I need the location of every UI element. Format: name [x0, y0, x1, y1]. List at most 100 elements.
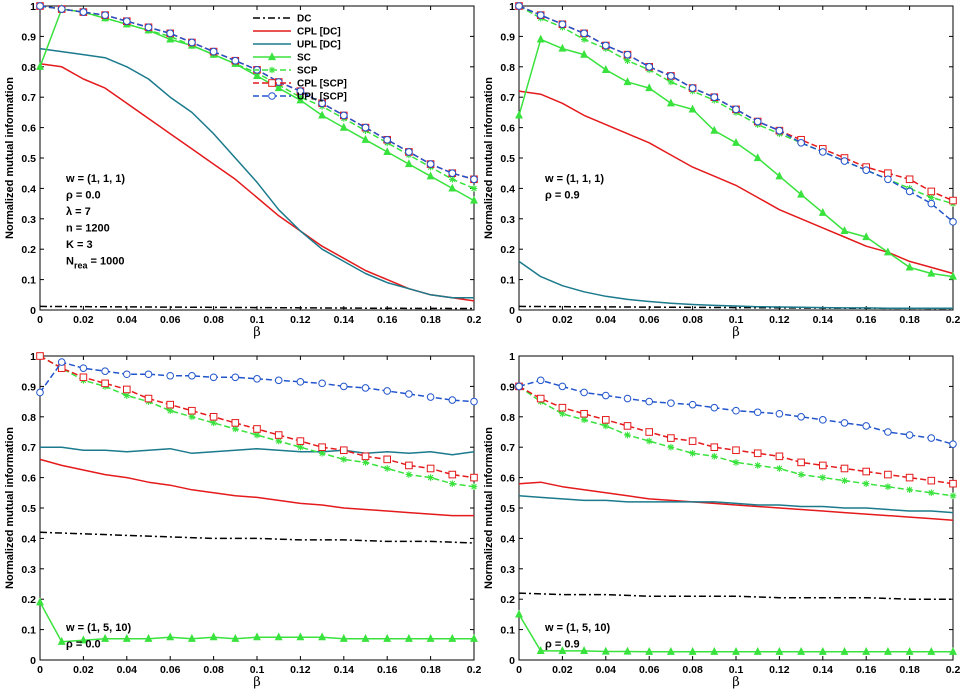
legend-item: UPL [DC]	[253, 40, 341, 51]
data-point	[558, 382, 567, 391]
series-cpl-dc	[39, 458, 474, 517]
data-point	[580, 409, 588, 418]
y-tick-label: 0.4	[21, 183, 36, 195]
data-point	[536, 394, 545, 403]
data-point	[928, 489, 935, 497]
data-point	[274, 78, 283, 86]
data-point	[318, 632, 327, 641]
x-tick-label: 0.08	[682, 664, 703, 676]
parameter-annotation: w = (1, 5, 10) ρ = 0.0	[65, 622, 131, 651]
series-upl-dc	[39, 47, 474, 299]
data-point	[166, 371, 174, 380]
data-point	[383, 465, 391, 472]
series-line	[518, 592, 953, 600]
data-point	[36, 2, 44, 10]
data-point	[883, 646, 892, 655]
series-upl-scp	[515, 376, 957, 448]
data-point	[819, 474, 827, 481]
y-tick-label: 0.2	[500, 594, 515, 606]
data-point	[862, 166, 871, 174]
data-point	[101, 633, 110, 642]
x-axis-label: β	[253, 325, 261, 340]
data-point	[318, 449, 326, 457]
data-point	[144, 633, 153, 642]
data-point	[862, 480, 870, 487]
data-point	[448, 396, 457, 404]
plot-area-frame	[39, 355, 475, 661]
data-point	[339, 633, 348, 642]
y-tick-label: 0.3	[21, 564, 36, 576]
data-point	[361, 633, 370, 642]
y-tick-label: 0	[509, 305, 515, 317]
x-tick-label: 0.04	[117, 314, 138, 326]
data-point	[339, 122, 348, 131]
data-point	[404, 159, 413, 168]
data-point	[426, 160, 435, 168]
data-point	[818, 646, 827, 655]
y-tick-label: 0.3	[21, 214, 36, 226]
y-tick-label: 0.9	[21, 31, 36, 43]
data-point	[470, 397, 478, 406]
data-point	[297, 93, 304, 101]
y-tick-label: 0.8	[21, 62, 36, 74]
data-point	[210, 419, 217, 427]
y-tick-label: 0.3	[500, 214, 515, 226]
y-tick-label: 0.2	[500, 244, 515, 256]
data-point	[905, 262, 914, 271]
annotation-line: λ = 7	[66, 206, 91, 218]
data-point	[166, 400, 174, 409]
y-tick-label: 0.8	[500, 412, 515, 424]
data-point	[905, 175, 914, 184]
data-point	[580, 646, 589, 654]
data-point	[775, 646, 784, 655]
data-point	[602, 41, 610, 50]
y-tick-label: 0.1	[500, 625, 515, 637]
data-point	[231, 419, 240, 427]
data-point	[732, 459, 740, 466]
y-tick-label: 1	[30, 1, 36, 13]
data-point	[383, 455, 391, 464]
data-point	[515, 110, 523, 119]
data-point	[732, 138, 740, 146]
data-point	[340, 456, 348, 463]
x-tick-label: 0.1	[729, 664, 744, 676]
data-point	[383, 387, 392, 395]
data-point	[753, 449, 762, 458]
data-point	[296, 378, 305, 386]
series-line	[40, 446, 475, 456]
data-point	[558, 43, 567, 52]
data-point	[383, 147, 392, 156]
data-point	[57, 358, 66, 366]
legend-item: CPL [SCP]	[253, 79, 347, 90]
series-upl-scp	[515, 2, 957, 226]
y-tick-label: 0.4	[21, 533, 36, 545]
legend-label: SCP	[297, 66, 318, 77]
x-tick-label: 0.1	[250, 314, 265, 326]
y-tick-label: 0.8	[500, 62, 515, 74]
legend-marker	[268, 92, 276, 100]
data-point	[602, 391, 610, 400]
data-point	[426, 464, 435, 473]
data-point	[361, 134, 370, 143]
data-point	[949, 492, 957, 500]
y-tick-label: 0.9	[500, 31, 515, 43]
data-point	[318, 110, 327, 119]
data-point	[188, 406, 196, 415]
y-tick-label: 0.3	[500, 564, 515, 576]
data-point	[274, 632, 283, 641]
data-point	[166, 407, 174, 415]
data-point	[274, 376, 283, 385]
data-point	[448, 169, 457, 177]
series-line	[518, 90, 954, 275]
y-tick-label: 0.6	[21, 123, 36, 135]
data-point	[710, 125, 719, 134]
data-point	[253, 375, 261, 383]
x-tick-label: 0.12	[769, 314, 790, 326]
data-point	[559, 410, 566, 418]
data-point	[623, 646, 632, 655]
parameter-annotation: w = (1, 1, 1) ρ = 0.9	[544, 173, 604, 202]
data-point	[123, 392, 131, 399]
x-tick-label: 0.14	[813, 314, 834, 326]
